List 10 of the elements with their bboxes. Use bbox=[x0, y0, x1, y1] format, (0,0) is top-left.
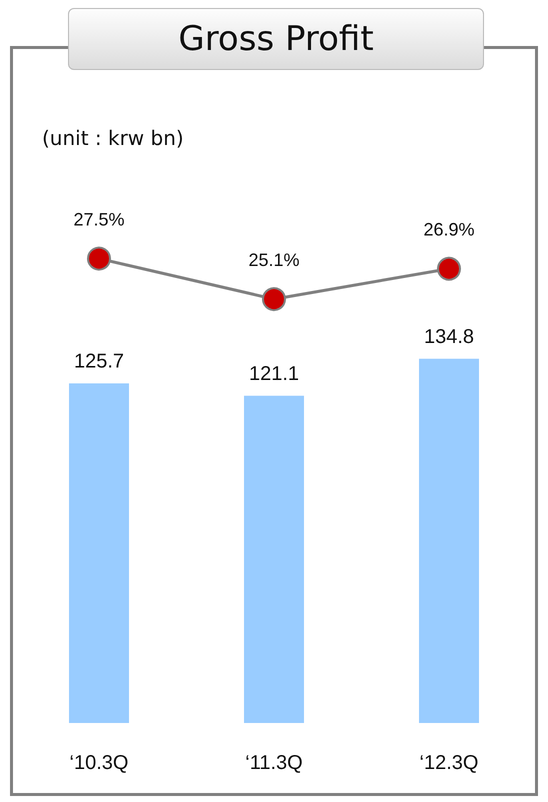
data-label: 27.5% bbox=[73, 210, 125, 230]
annotation: (unit : krw bn) bbox=[42, 126, 184, 150]
data-label: 125.7 bbox=[74, 350, 124, 372]
x-tick-label: ‘10.3Q bbox=[70, 752, 128, 774]
data-label: 25.1% bbox=[248, 250, 300, 270]
x-tick-label: ‘12.3Q bbox=[420, 752, 478, 774]
x-tick-label: ‘11.3Q bbox=[245, 752, 303, 774]
data-label: 121.1 bbox=[248, 362, 300, 385]
data-label: 26.9% bbox=[423, 220, 475, 240]
data-label: 134.8 bbox=[424, 326, 474, 348]
